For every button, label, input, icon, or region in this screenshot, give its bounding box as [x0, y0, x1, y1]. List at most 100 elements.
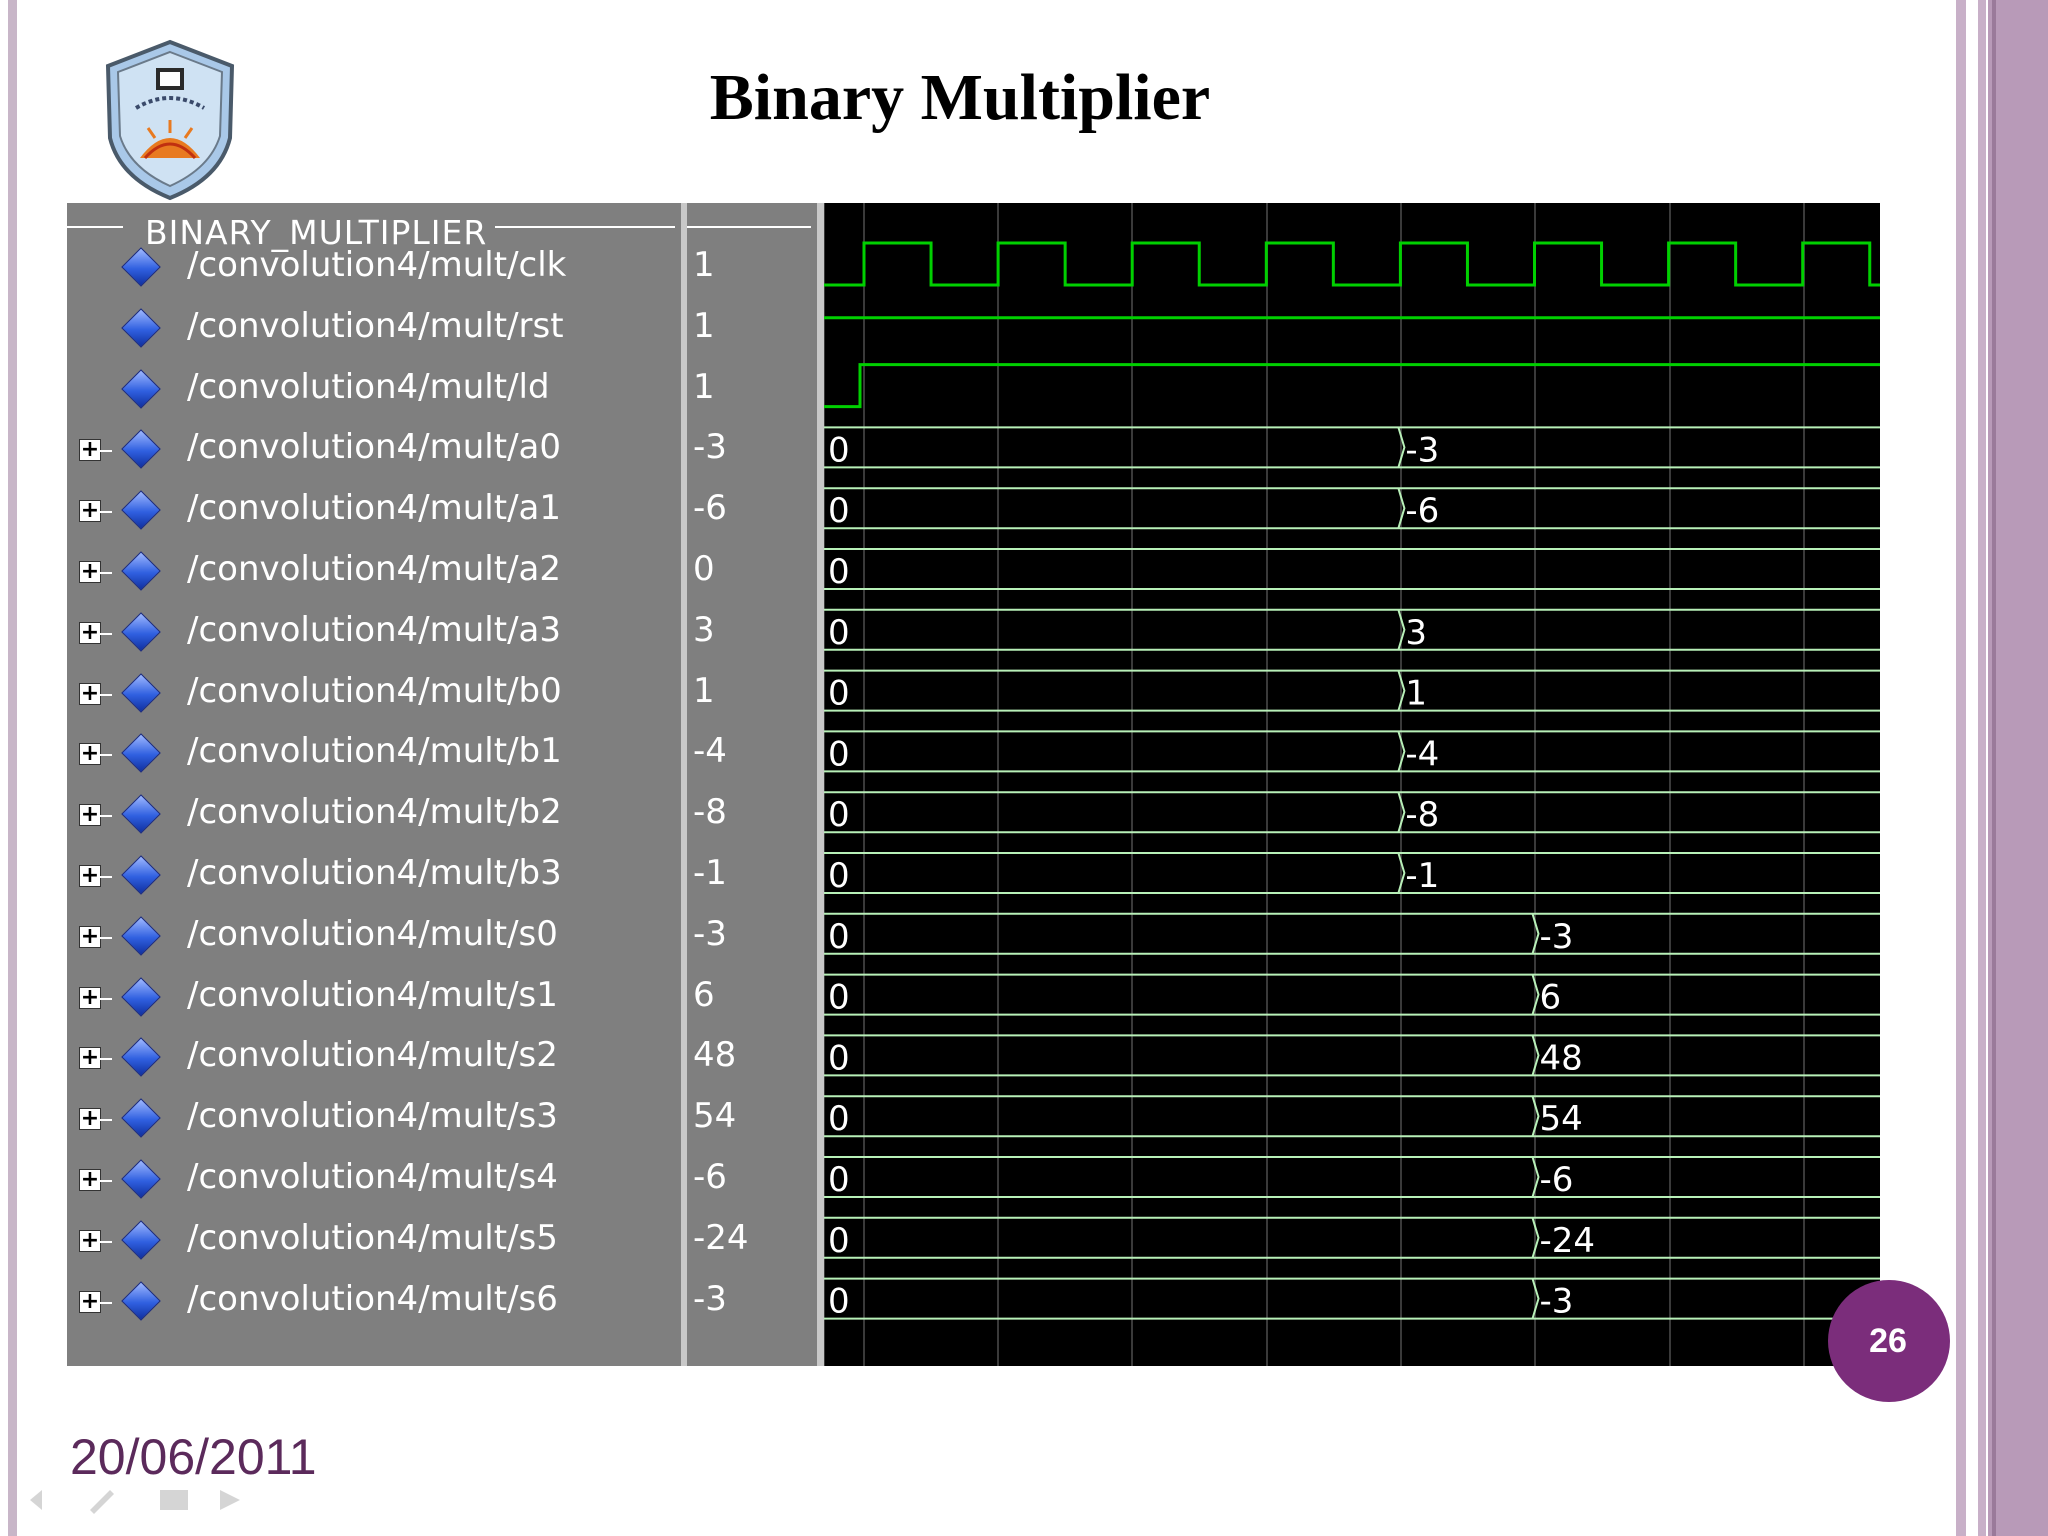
signal-name[interactable]: /convolution4/mult/s6 — [187, 1278, 558, 1319]
waveform-display[interactable]: 0 -3 0 -6 0 0 3 0 1 0 -4 0 -8 0 -1 0 -3 0 6 0 48 0 54 0 -6 0 -24 0 -… — [824, 203, 1880, 1366]
bus-value-label: -24 — [1540, 1221, 1596, 1261]
expand-toggle[interactable]: + — [79, 863, 101, 888]
signal-name[interactable]: /convolution4/mult/s1 — [187, 974, 558, 1015]
group-header-line — [687, 226, 811, 228]
bus-value-label: 0 — [828, 795, 850, 835]
signal-name[interactable]: /convolution4/mult/a2 — [187, 549, 561, 589]
tree-connector — [100, 693, 112, 696]
signal-value: 0 — [693, 549, 715, 589]
bus-value-label: 0 — [828, 1099, 850, 1139]
tree-connector — [100, 1119, 112, 1122]
bus-value-label: 0 — [828, 1221, 850, 1261]
expand-toggle[interactable]: + — [79, 1167, 101, 1192]
bus-value-label: 6 — [1540, 978, 1562, 1018]
college-logo — [105, 39, 235, 201]
bus-value-label: 54 — [1540, 1099, 1583, 1139]
expand-toggle[interactable]: + — [79, 680, 101, 706]
signal-name[interactable]: /convolution4/mult/s2 — [187, 1035, 558, 1076]
bus-value-label: -6 — [1405, 491, 1439, 531]
group-name[interactable]: BINARY_MULTIPLIER — [137, 213, 496, 252]
signal-name[interactable]: /convolution4/mult/ld — [187, 366, 550, 407]
tree-connector — [100, 572, 112, 574]
expand-toggle[interactable]: + — [79, 1045, 101, 1071]
expand-toggle[interactable]: + — [79, 1106, 101, 1131]
signal-value: 1 — [693, 670, 715, 711]
plus-icon: + — [80, 741, 100, 767]
pane-separator[interactable] — [817, 203, 824, 1366]
plus-icon: + — [80, 619, 100, 645]
signal-values-pane — [687, 203, 817, 1366]
bus-value-label: 48 — [1540, 1038, 1583, 1078]
plus-icon: + — [80, 680, 100, 706]
prev-arrow-icon[interactable] — [30, 1490, 42, 1510]
signal-value: -6 — [693, 1157, 727, 1197]
expand-toggle[interactable]: + — [79, 1288, 101, 1314]
expand-toggle[interactable]: + — [79, 498, 101, 523]
signal-value: 1 — [693, 305, 715, 346]
bus-value-label: 1 — [1405, 674, 1427, 714]
expand-toggle[interactable]: + — [79, 985, 101, 1010]
bus-value-label: -8 — [1405, 795, 1439, 835]
bus-value-label: 0 — [828, 978, 850, 1018]
right-stripe — [1956, 0, 1966, 1536]
expand-toggle[interactable]: + — [79, 619, 101, 645]
bus-value-label: 3 — [1405, 613, 1427, 653]
signal-name[interactable]: /convolution4/mult/a1 — [187, 488, 561, 529]
plus-icon: + — [80, 1045, 100, 1071]
expand-toggle[interactable]: + — [79, 437, 101, 463]
group-header-line — [67, 226, 123, 228]
bus-value-label: 0 — [828, 430, 850, 470]
signal-name[interactable]: /convolution4/mult/a3 — [187, 609, 561, 650]
bus-transition — [1531, 1095, 1540, 1137]
bus-transition — [1531, 1278, 1540, 1319]
pane-separator[interactable] — [681, 203, 687, 1366]
bus-transition — [1397, 852, 1406, 894]
plus-icon: + — [80, 559, 100, 584]
signal-name[interactable]: /convolution4/mult/b3 — [187, 853, 562, 893]
right-stripe — [1988, 0, 2048, 1536]
right-border-decoration — [1956, 0, 2048, 1536]
signal-value: -8 — [693, 792, 727, 833]
right-stripe — [1978, 0, 1986, 1536]
tree-connector — [100, 632, 112, 635]
tree-connector — [100, 936, 112, 939]
pen-icon[interactable] — [90, 1490, 114, 1514]
signal-name[interactable]: /convolution4/mult/b0 — [187, 670, 562, 711]
tree-connector — [100, 450, 112, 453]
left-border-decoration — [0, 0, 22, 1536]
expand-toggle[interactable]: + — [79, 802, 101, 827]
signal-names-pane — [67, 203, 681, 1366]
signal-name[interactable]: /convolution4/mult/a0 — [187, 427, 561, 468]
expand-toggle[interactable]: + — [79, 1228, 101, 1253]
next-arrow-icon[interactable] — [220, 1490, 240, 1510]
slide-date: 20/06/2011 — [70, 1429, 317, 1485]
signal-name[interactable]: /convolution4/mult/s0 — [187, 913, 558, 954]
signal-value: -3 — [693, 913, 727, 954]
signal-name[interactable]: /convolution4/mult/s5 — [187, 1217, 558, 1258]
plus-icon: + — [80, 863, 100, 888]
bus-value-label: 0 — [828, 734, 850, 774]
bus-value-label: -3 — [1540, 917, 1574, 957]
bus-transition — [1531, 974, 1540, 1015]
bus-value-label: 0 — [828, 1160, 850, 1200]
plus-icon: + — [80, 1288, 100, 1314]
signal-name[interactable]: /convolution4/mult/b2 — [187, 792, 562, 833]
bus-transition — [1397, 487, 1406, 529]
bus-value-label: -4 — [1405, 734, 1439, 774]
tree-connector — [100, 1180, 112, 1182]
expand-toggle[interactable]: + — [79, 741, 101, 767]
signal-value: -3 — [693, 1278, 727, 1319]
waveform-background — [824, 203, 1880, 1366]
signal-name[interactable]: /convolution4/mult/clk — [187, 245, 567, 285]
menu-icon[interactable] — [160, 1490, 188, 1510]
signal-name[interactable]: /convolution4/mult/s4 — [187, 1157, 558, 1197]
signal-name[interactable]: /convolution4/mult/b1 — [187, 731, 562, 772]
expand-toggle[interactable]: + — [79, 924, 101, 949]
plus-icon: + — [80, 437, 100, 463]
signal-value: 3 — [693, 609, 715, 650]
signal-name[interactable]: /convolution4/mult/rst — [187, 305, 564, 346]
expand-toggle[interactable]: + — [79, 559, 101, 584]
tree-connector — [100, 997, 112, 1000]
signal-name[interactable]: /convolution4/mult/s3 — [187, 1096, 558, 1137]
signal-value: -3 — [693, 427, 727, 468]
